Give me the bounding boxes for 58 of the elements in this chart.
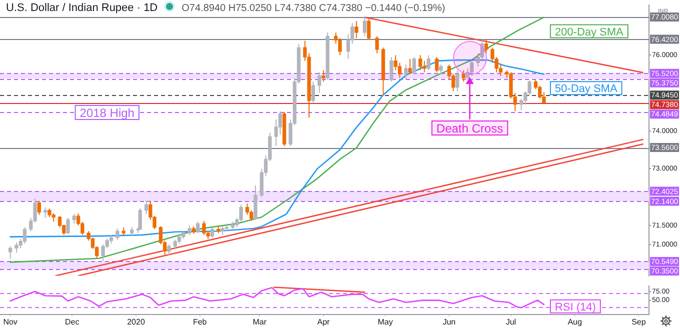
annotation: Death Cross <box>436 121 504 136</box>
x-tick-label: Jul <box>506 317 516 326</box>
candlestick <box>470 60 474 76</box>
candlestick <box>37 200 41 216</box>
x-tick-label: Dec <box>64 317 80 326</box>
x-tick-label: Apr <box>317 317 330 326</box>
candlestick <box>398 62 402 78</box>
series-label: RSI (14) <box>554 301 596 314</box>
candlestick <box>456 70 460 92</box>
x-tick-label: May <box>378 317 393 326</box>
candlestick <box>366 18 371 41</box>
candlestick <box>278 110 282 136</box>
x-tick-label: Feb <box>192 317 208 326</box>
candlestick <box>322 70 326 82</box>
candlestick <box>210 226 214 238</box>
candlestick <box>202 220 206 236</box>
x-tick-label: Sep <box>632 317 646 326</box>
candlestick <box>412 56 416 75</box>
x-tick-label: 2020 <box>127 317 146 326</box>
candlestick <box>311 81 315 103</box>
candlestick <box>462 70 466 82</box>
candlestick <box>167 244 171 256</box>
candlestick <box>138 208 142 231</box>
candlestick <box>390 56 394 82</box>
candlestick <box>362 16 367 37</box>
candlestick <box>66 217 70 234</box>
candlestick <box>196 221 200 234</box>
candlestick <box>116 228 120 240</box>
candlestick <box>250 210 254 222</box>
chart-subtitle: O74.8940 H75.0250 L74.7380 C74.7380 −0.1440 (−0.19%) <box>182 3 446 14</box>
candlestick <box>404 64 408 80</box>
candlestick <box>354 20 358 39</box>
candlestick <box>375 36 379 54</box>
candlestick <box>245 203 250 216</box>
candlestick <box>72 214 76 224</box>
candlestick <box>408 58 412 75</box>
candlestick <box>418 54 422 71</box>
candlestick <box>43 206 48 218</box>
series-label: 200-Day SMA <box>554 26 624 38</box>
candlestick <box>538 84 542 100</box>
candlestick <box>318 72 322 94</box>
candlestick <box>8 246 12 260</box>
candlestick <box>188 224 192 236</box>
candlestick <box>14 242 18 254</box>
x-tick-label: Nov <box>3 317 18 326</box>
candlestick <box>22 226 27 244</box>
candlestick <box>480 38 484 60</box>
series-label: 50-Day SMA <box>554 83 618 96</box>
candlestick <box>484 40 488 54</box>
annotation: 2018 High <box>80 106 134 120</box>
x-tick-label: Aug <box>568 317 582 326</box>
candlestick <box>144 200 148 215</box>
candlestick <box>426 54 430 71</box>
chart-title: U.S. Dollar / Indian Rupee · 1D <box>6 2 158 14</box>
x-tick-label: Mar <box>252 317 267 326</box>
candlestick <box>434 56 439 73</box>
x-tick-label: Jun <box>442 317 456 326</box>
candlestick <box>439 64 443 75</box>
